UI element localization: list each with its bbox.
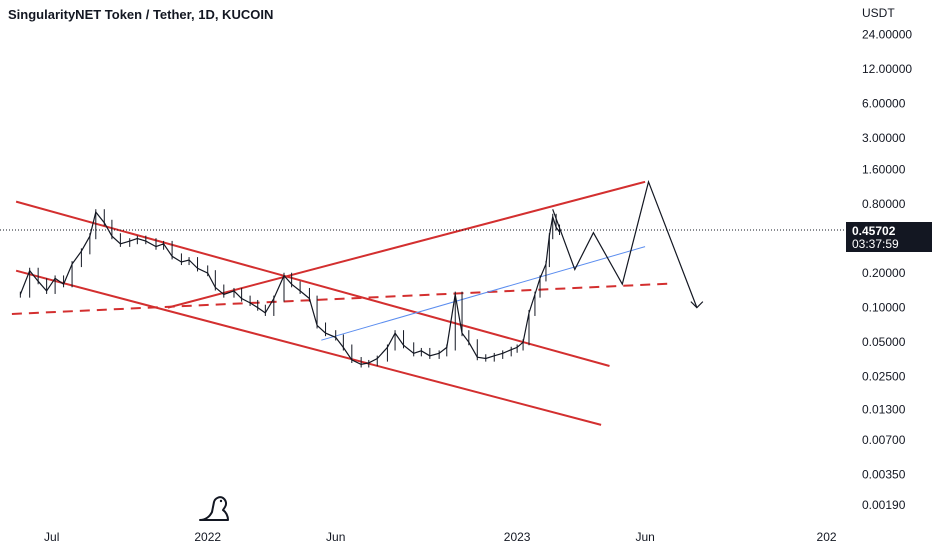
y-tick-label: 6.00000: [862, 97, 906, 111]
y-tick-label: 0.05000: [862, 335, 906, 349]
channel-line: [15, 269, 602, 426]
x-tick-label: Jul: [44, 530, 59, 544]
x-tick-label: 202: [817, 530, 837, 544]
projection-arrowhead: [690, 301, 704, 309]
y-tick-label: 1.60000: [862, 162, 906, 176]
price-axis[interactable]: USDT 24.00000 12.00000 6.00000 3.00000 1.600…: [862, 6, 912, 512]
y-tick-label: 0.01300: [862, 402, 906, 416]
y-tick-label: 0.20000: [862, 266, 906, 280]
price-axis-unit: USDT: [862, 6, 895, 20]
current-price-box-bg: [846, 222, 932, 252]
trend-line: [321, 246, 646, 341]
y-tick-label: 0.00350: [862, 468, 906, 482]
x-tick-label: Jun: [635, 530, 654, 544]
x-tick-label: 2022: [194, 530, 221, 544]
countdown-label: 03:37:59: [852, 237, 899, 251]
current-price-box[interactable]: 0.45702 03:37:59: [846, 222, 932, 252]
y-tick-label: 24.00000: [862, 28, 912, 42]
y-tick-label: 3.00000: [862, 131, 906, 145]
current-price-label: 0.45702: [852, 224, 896, 238]
y-tick-label: 12.00000: [862, 62, 912, 76]
y-tick-label: 0.10000: [862, 301, 906, 315]
chart-title: SingularityNET Token / Tether, 1D, KUCOI…: [8, 7, 273, 22]
x-tick-label: 2023: [504, 530, 531, 544]
channel-line: [167, 180, 646, 309]
x-tick-label: Jun: [326, 530, 345, 544]
dinosaur-icon[interactable]: [199, 496, 229, 521]
channel-line: [15, 200, 610, 367]
projection-line: [552, 179, 698, 308]
dashed-support-line: [11, 282, 671, 315]
time-axis[interactable]: Jul 2022 Jun 2023 Jun 202: [44, 530, 837, 544]
plot-area[interactable]: [11, 179, 704, 426]
y-tick-label: 0.00190: [862, 498, 906, 512]
y-tick-label: 0.00700: [862, 433, 906, 447]
y-tick-label: 0.02500: [862, 370, 906, 384]
y-tick-label: 0.80000: [862, 197, 906, 211]
